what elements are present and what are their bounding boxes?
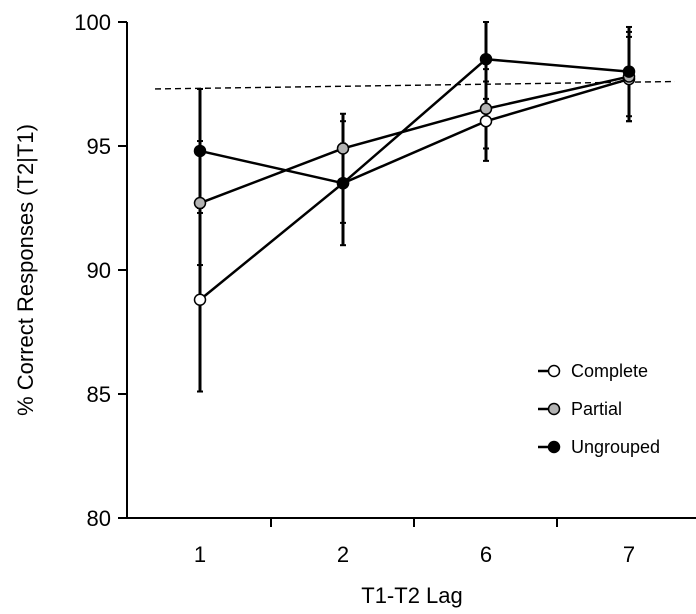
complete-point <box>193 293 207 307</box>
partial-series-line <box>199 75 630 205</box>
ungrouped-point <box>622 65 636 78</box>
ungrouped-point <box>336 176 350 190</box>
series-layer <box>193 21 636 393</box>
legend-marker-complete <box>547 364 561 378</box>
error-bars <box>197 21 632 393</box>
partial-point <box>479 102 493 116</box>
legend-marker-partial <box>547 402 561 416</box>
partial-point <box>193 196 207 210</box>
ungrouped-series-line <box>199 57 630 185</box>
reference-dashed-line <box>154 80 676 90</box>
y-tick-label: 100 <box>74 10 111 35</box>
legend-label-ungrouped: Ungrouped <box>571 437 660 457</box>
ungrouped-point <box>479 52 493 66</box>
x-tick-label: 2 <box>337 542 349 567</box>
series-lines <box>199 57 630 301</box>
series-markers <box>193 52 636 307</box>
reference-layer <box>154 80 676 90</box>
x-axis-title: T1-T2 Lag <box>361 583 463 608</box>
y-tick-label: 90 <box>87 258 111 283</box>
partial-point <box>336 142 350 155</box>
x-tick-label: 1 <box>194 542 206 567</box>
y-axis-title: % Correct Responses (T2|T1) <box>13 124 38 416</box>
y-tick-label: 85 <box>87 382 111 407</box>
legend-label-partial: Partial <box>571 399 622 419</box>
ungrouped-point <box>193 144 207 158</box>
y-tick-label: 95 <box>87 134 111 159</box>
tick-layer: 80 85 90 95 100 1 2 6 7 <box>74 10 635 567</box>
x-tick-label: 7 <box>623 542 635 567</box>
legend-label-complete: Complete <box>571 361 648 381</box>
complete-series-line <box>199 77 630 301</box>
complete-point <box>479 114 493 128</box>
legend-marker-ungrouped <box>547 440 561 454</box>
y-tick-label: 80 <box>87 506 111 531</box>
legend: Complete Partial Ungrouped <box>538 361 660 457</box>
x-tick-label: 6 <box>480 542 492 567</box>
